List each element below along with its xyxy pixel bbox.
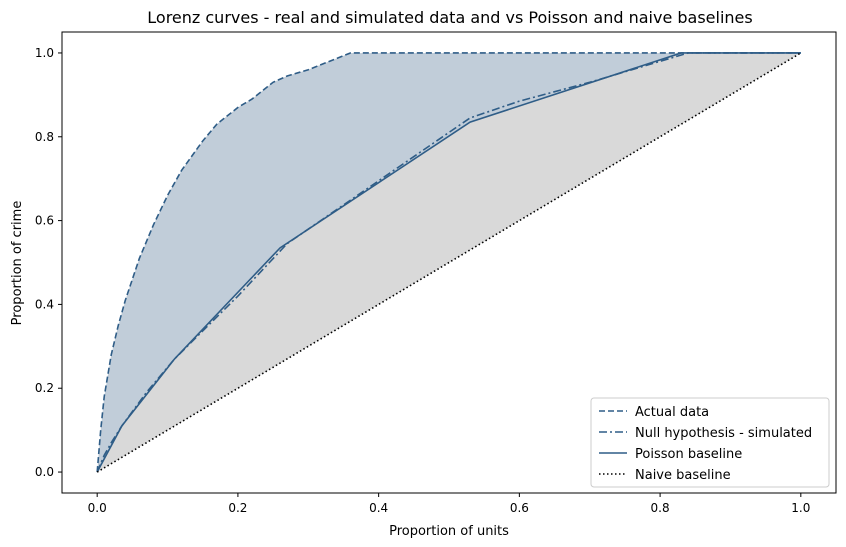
x-tick-label: 1.0 <box>791 501 810 515</box>
series-line-4 <box>96 52 802 473</box>
legend-entry: Null hypothesis - simulated <box>635 426 812 441</box>
x-tick-label: 0.8 <box>651 501 670 515</box>
x-tick-label: 0.2 <box>228 501 247 515</box>
series-lines <box>96 52 802 473</box>
series-line-3 <box>96 52 801 473</box>
y-tick-label: 0.4 <box>35 297 54 311</box>
x-axis-ticks: 0.0 0.2 0.4 0.6 0.8 1.0 <box>88 493 810 515</box>
series-line-2 <box>96 52 801 473</box>
y-tick-label: 1.0 <box>35 46 54 60</box>
fill-area-1 <box>97 52 801 473</box>
x-tick-label: 0.0 <box>88 501 107 515</box>
legend: Actual data Null hypothesis - simulated Po… <box>590 397 830 488</box>
series-line-1 <box>96 52 801 473</box>
legend-entry: Naive baseline <box>635 468 731 483</box>
y-tick-label: 0.8 <box>35 130 54 144</box>
x-axis-label: Proportion of units <box>389 524 509 539</box>
x-tick-label: 0.6 <box>510 501 529 515</box>
plot-frame <box>61 31 837 494</box>
x-tick-label: 0.4 <box>369 501 388 515</box>
legend-entry: Poisson baseline <box>635 447 742 462</box>
y-tick-label: 0.0 <box>35 465 54 479</box>
y-axis-label: Proportion of crime <box>10 201 25 326</box>
y-axis-ticks: 0.0 0.2 0.4 0.6 0.8 1.0 <box>35 46 62 479</box>
legend-box <box>590 397 830 488</box>
y-tick-label: 0.6 <box>35 214 54 228</box>
legend-entry: Actual data <box>635 405 709 420</box>
chart-title: Lorenz curves - real and simulated data … <box>147 8 752 27</box>
y-tick-label: 0.2 <box>35 381 54 395</box>
